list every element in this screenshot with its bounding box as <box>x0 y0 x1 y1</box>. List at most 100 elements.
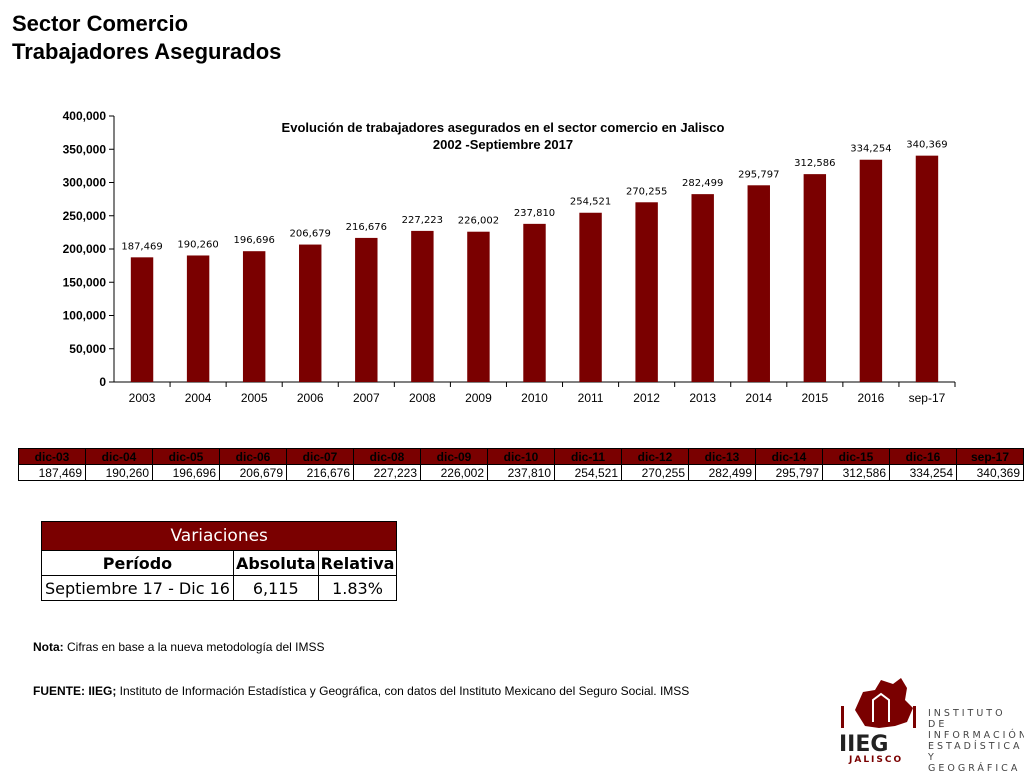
variaciones-title: Variaciones <box>40 521 398 551</box>
y-tick-label: 150,000 <box>63 275 107 289</box>
bar <box>299 244 322 382</box>
x-tick-label: 2003 <box>129 391 156 405</box>
x-tick-label: 2007 <box>353 391 380 405</box>
note-text: Cifras en base a la nueva metodología de… <box>63 640 325 654</box>
data-label: 187,469 <box>121 241 162 252</box>
bar <box>411 230 434 382</box>
page-header: Sector Comercio Trabajadores Asegurados <box>12 10 281 66</box>
x-tick-label: 2008 <box>409 391 436 405</box>
table-cell: 227,223 <box>353 464 421 481</box>
logo-sub: JALISCO <box>849 755 904 765</box>
logo-line: INFORMACIÓN <box>928 730 1024 741</box>
col-absoluta: Absoluta <box>232 550 319 576</box>
source-label: FUENTE: IIEG; <box>33 684 117 698</box>
table-header-cell: dic-16 <box>889 448 957 465</box>
logo-line: INSTITUTO DE <box>928 708 1006 730</box>
logo-text: INSTITUTO DE INFORMACIÓN ESTADÍSTICA Y G… <box>928 708 1024 774</box>
y-tick-label: 350,000 <box>63 142 107 156</box>
data-table: dic-03 dic-04 dic-05 dic-06 dic-07 dic-08 dic-… <box>18 448 1024 481</box>
data-label: 237,810 <box>514 208 555 219</box>
absoluta-value: 6,115 <box>232 575 319 601</box>
table-cell: 312,586 <box>822 464 890 481</box>
variaciones-table: Variaciones Período Absoluta Relativa Se… <box>40 521 398 601</box>
table-header-cell: dic-04 <box>85 448 153 465</box>
chart-title: Evolución de trabajadores asegurados en … <box>282 120 725 135</box>
table-header-cell: dic-08 <box>353 448 421 465</box>
table-header-cell: sep-17 <box>956 448 1024 465</box>
table-cell: 206,679 <box>219 464 287 481</box>
x-tick-label: sep-17 <box>909 391 946 405</box>
y-tick-label: 250,000 <box>63 209 107 223</box>
table-header-cell: dic-11 <box>554 448 622 465</box>
bar <box>579 212 602 382</box>
x-tick-label: 2013 <box>689 391 716 405</box>
bar <box>242 251 266 382</box>
col-periodo: Período <box>41 550 234 576</box>
data-label: 196,696 <box>233 235 274 246</box>
table-header-cell: dic-03 <box>18 448 86 465</box>
table-header-cell: dic-07 <box>286 448 354 465</box>
relativa-value: 1.83% <box>317 575 398 601</box>
note: Nota: Cifras en base a la nueva metodolo… <box>33 640 325 654</box>
x-tick-label: 2016 <box>858 391 885 405</box>
data-label: 295,797 <box>738 169 779 180</box>
bar <box>691 194 714 382</box>
x-tick-label: 2006 <box>297 391 324 405</box>
bar <box>803 174 827 382</box>
table-cell: 196,696 <box>152 464 220 481</box>
table-cell: 334,254 <box>889 464 957 481</box>
col-relativa: Relativa <box>317 550 398 576</box>
table-header-cell: dic-14 <box>755 448 823 465</box>
bar <box>635 202 658 382</box>
bar <box>523 223 546 382</box>
data-label: 190,260 <box>177 239 218 250</box>
data-label: 282,499 <box>682 178 723 189</box>
table-header-cell: dic-10 <box>487 448 555 465</box>
source: FUENTE: IIEG; Instituto de Información E… <box>33 684 689 698</box>
y-tick-label: 100,000 <box>63 309 107 323</box>
y-tick-label: 400,000 <box>63 109 107 123</box>
logo-brand: IIEG <box>839 732 889 757</box>
bar-chart: 0 50,000 100,000 150,000 200,000 250,000 300,0… <box>63 109 956 405</box>
table-cell: 282,499 <box>688 464 756 481</box>
y-tick-label: 50,000 <box>69 342 106 356</box>
y-tick-label: 200,000 <box>63 242 107 256</box>
source-text: Instituto de Información Estadística y G… <box>116 684 690 698</box>
jalisco-map-icon <box>841 678 916 728</box>
bar <box>859 159 883 382</box>
x-tick-label: 2010 <box>521 391 548 405</box>
x-tick-label: 2015 <box>801 391 828 405</box>
data-label: 340,369 <box>906 140 947 151</box>
x-tick-label: 2004 <box>185 391 212 405</box>
page-title: Sector Comercio <box>12 11 189 36</box>
x-tick-label: 2012 <box>633 391 660 405</box>
data-label: 254,521 <box>570 197 611 208</box>
x-tick-label: 2014 <box>745 391 772 405</box>
table-header-row: dic-03 dic-04 dic-05 dic-06 dic-07 dic-08 dic-… <box>18 448 1024 465</box>
table-cell: 295,797 <box>755 464 823 481</box>
table-header-cell: dic-06 <box>219 448 287 465</box>
iieg-logo: IIEG JALISCO INSTITUTO DE INFORMACIÓN ES… <box>835 670 1024 774</box>
table-header-cell: dic-05 <box>152 448 220 465</box>
logo-line: GEOGRÁFICA <box>928 763 1021 774</box>
table-header-cell: dic-15 <box>822 448 890 465</box>
bar <box>915 155 939 382</box>
table-header-cell: dic-09 <box>420 448 488 465</box>
y-tick-label: 300,000 <box>63 176 107 190</box>
chart-subtitle: 2002 -Septiembre 2017 <box>433 137 573 152</box>
table-cell: 216,676 <box>286 464 354 481</box>
table-cell: 226,002 <box>420 464 488 481</box>
x-tick-label: 2009 <box>465 391 492 405</box>
page-subtitle: Trabajadores Asegurados <box>12 39 282 64</box>
x-tick-label: 2011 <box>578 391 604 405</box>
data-label: 227,223 <box>402 215 443 226</box>
logo-line: ESTADÍSTICA Y <box>928 741 1023 763</box>
table-header-cell: dic-12 <box>621 448 689 465</box>
data-label: 226,002 <box>458 216 499 227</box>
table-cell: 187,469 <box>18 464 86 481</box>
data-label: 216,676 <box>346 222 387 233</box>
note-label: Nota: <box>33 640 64 654</box>
table-cell: 190,260 <box>85 464 153 481</box>
table-cell: 340,369 <box>956 464 1024 481</box>
table-cell: 237,810 <box>487 464 555 481</box>
